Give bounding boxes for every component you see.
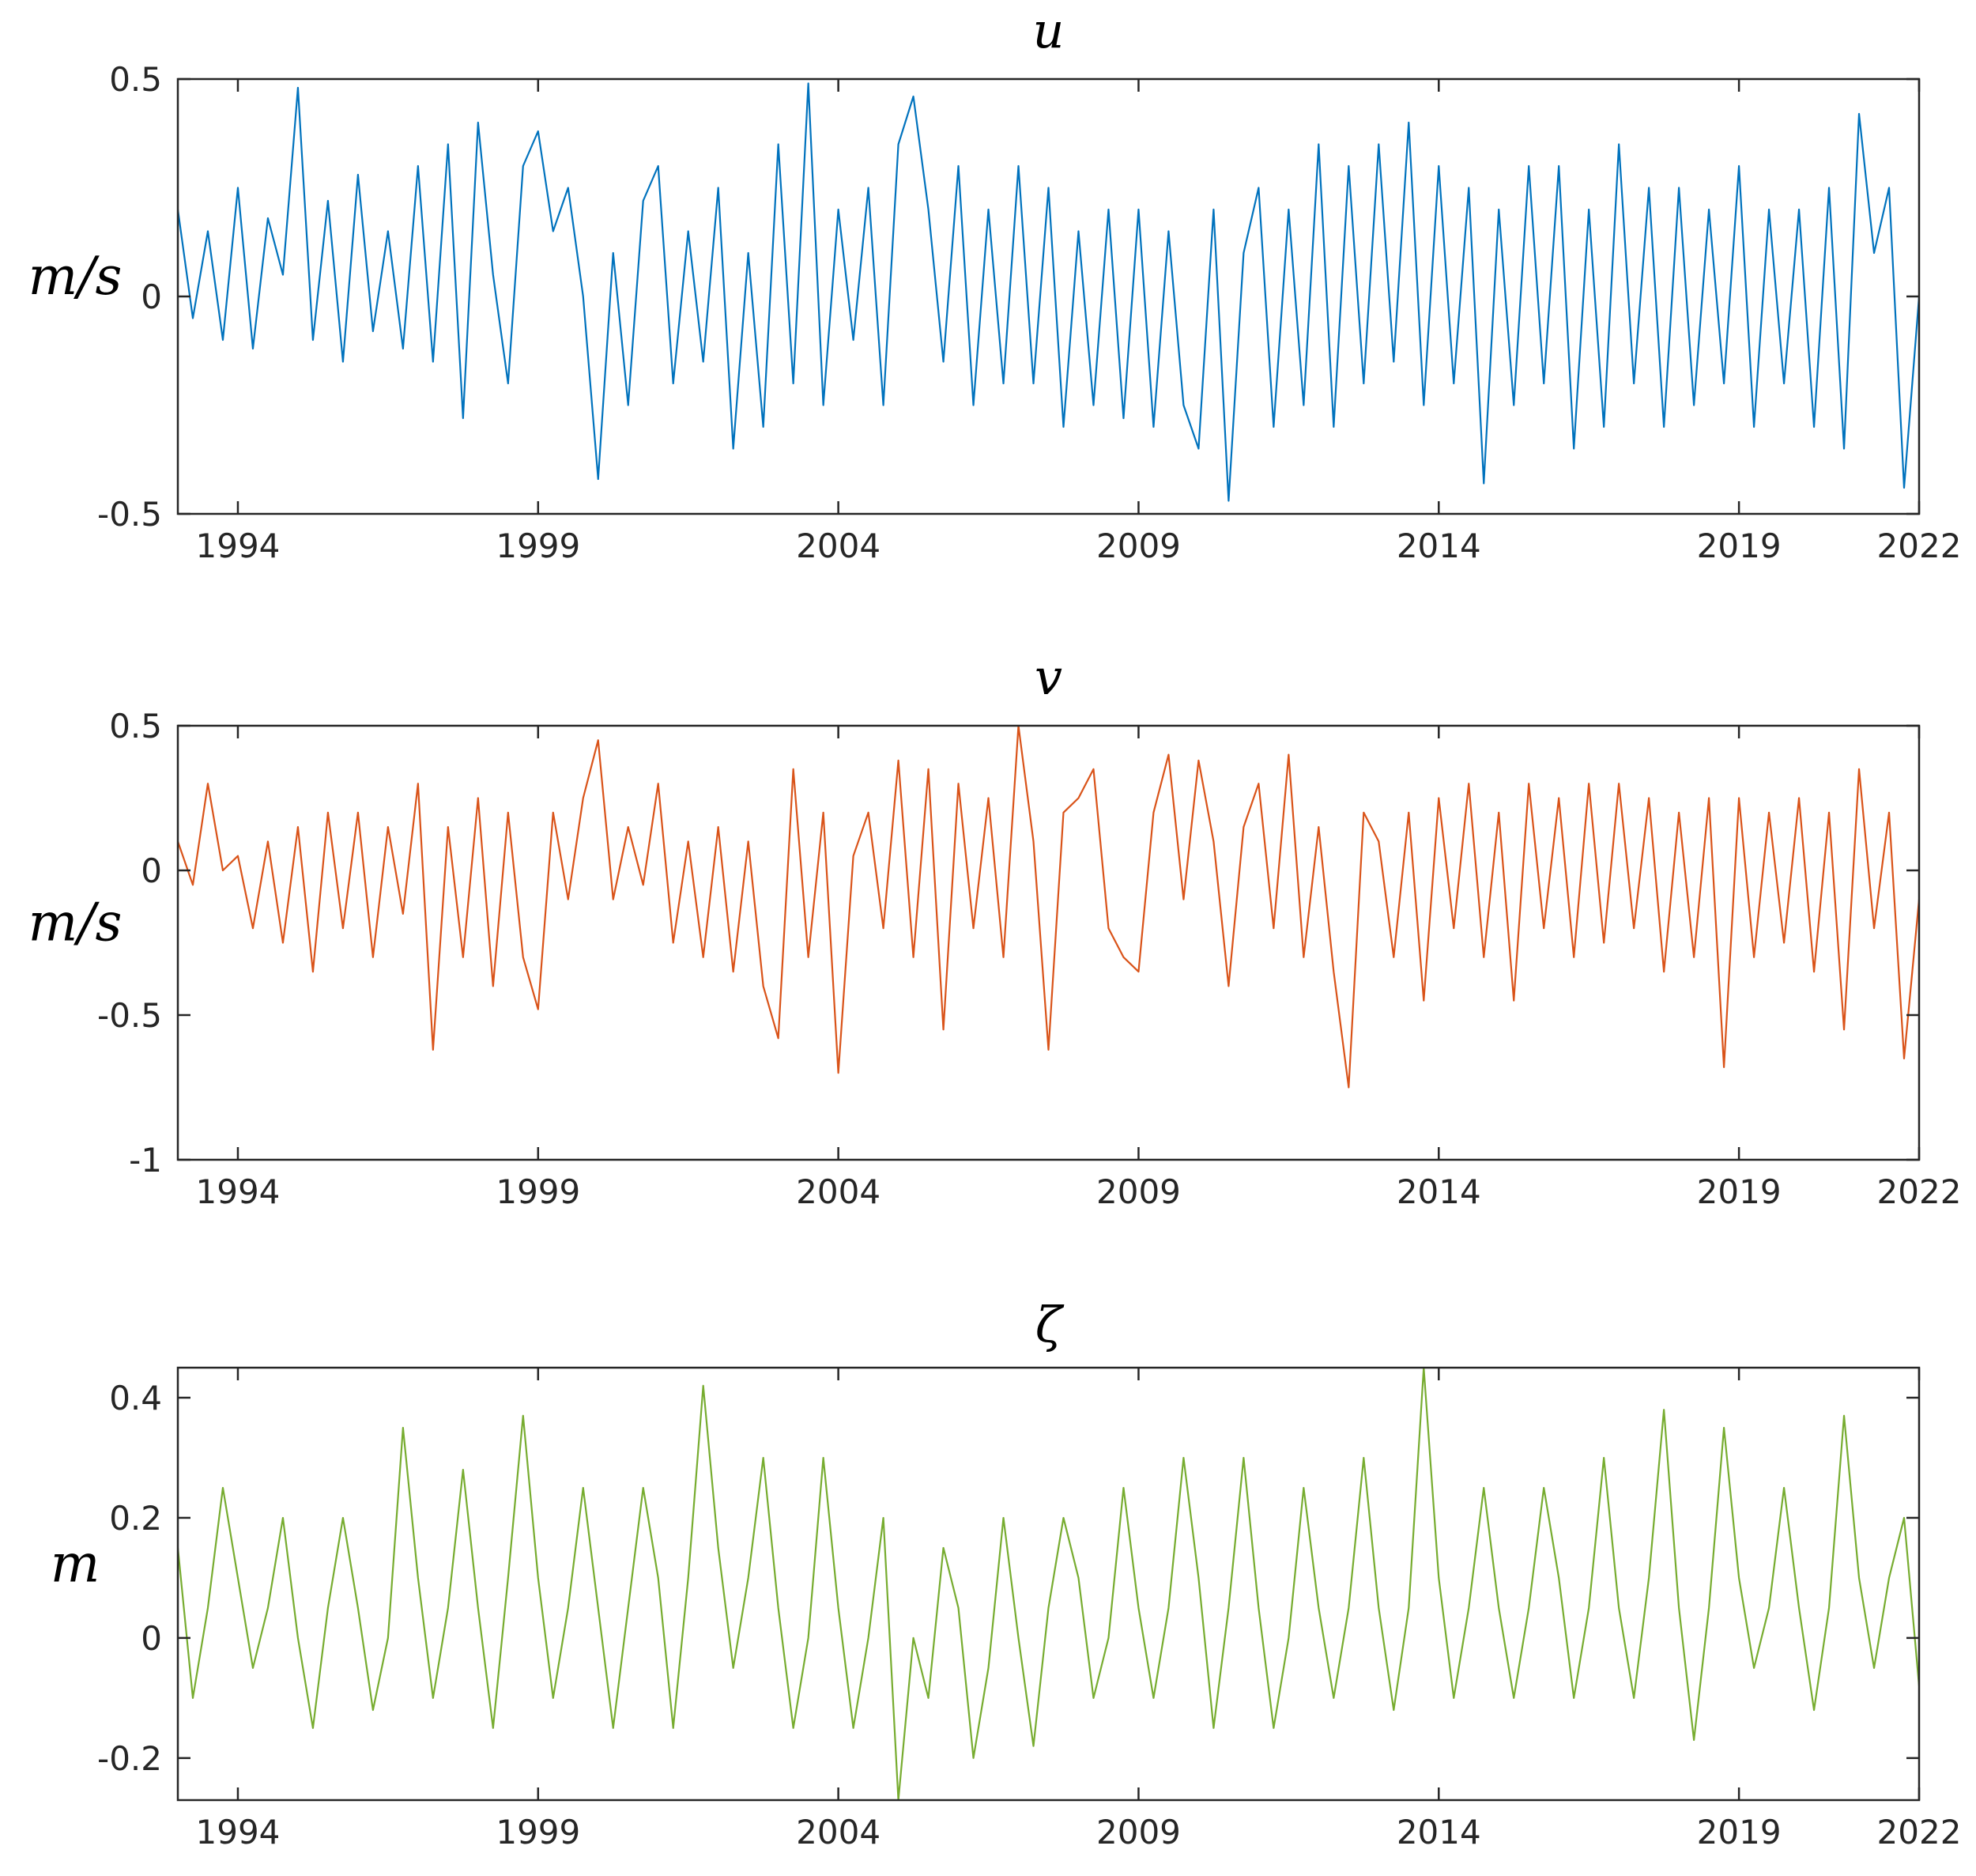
y-tick-label: -0.5 xyxy=(97,495,162,534)
plot-area xyxy=(178,82,1919,502)
axes-box xyxy=(176,724,1921,1161)
x-tick-label: 2022 xyxy=(1877,1813,1962,1851)
data-line xyxy=(178,1368,1919,1800)
x-tick-label: 2004 xyxy=(796,527,881,565)
y-tick-label: 0.4 xyxy=(109,1379,162,1417)
x-tick-label: 2004 xyxy=(796,1813,881,1851)
y-tick-label: 0 xyxy=(141,851,162,890)
x-tick-label: 1994 xyxy=(196,1813,281,1851)
x-tick-label: 1994 xyxy=(196,1172,281,1211)
panel-title: u xyxy=(1033,2,1065,59)
y-tick-label: 0 xyxy=(141,1619,162,1658)
y-tick-label: 0.5 xyxy=(109,707,162,745)
x-tick-label: 2022 xyxy=(1877,1172,1962,1211)
y-tick-label: 0.5 xyxy=(109,60,162,99)
x-tick-label: 1999 xyxy=(496,1813,580,1851)
data-line xyxy=(178,82,1919,502)
x-tick-label: 1999 xyxy=(496,527,580,565)
y-tick-label: -0.5 xyxy=(97,996,162,1035)
panel: u m/s 1994 1999 2004 2009 2014 2019 2022 -0.5 0 0.5 xyxy=(28,2,1962,565)
x-tick-label: 2019 xyxy=(1697,527,1782,565)
x-tick-label: 2014 xyxy=(1397,527,1481,565)
y-tick-label: 0.2 xyxy=(109,1499,162,1538)
x-tick-label: 2022 xyxy=(1877,527,1962,565)
y-tick-label: -1 xyxy=(129,1141,162,1180)
panel-title: ζ xyxy=(1035,1296,1065,1353)
axes-box xyxy=(176,1366,1921,1802)
x-tick-label: 1994 xyxy=(196,527,281,565)
y-axis-label: m/s xyxy=(28,893,123,953)
x-tick-label: 2019 xyxy=(1697,1172,1782,1211)
x-tick-label: 2014 xyxy=(1397,1813,1481,1851)
plot-area xyxy=(178,726,1919,1089)
y-axis-label: m xyxy=(51,1534,100,1595)
y-axis-label: m/s xyxy=(28,246,123,307)
axes-box xyxy=(176,77,1921,515)
plot-area xyxy=(178,1368,1919,1800)
y-tick-label: 0 xyxy=(141,277,162,316)
x-tick-label: 2014 xyxy=(1397,1172,1481,1211)
x-tick-label: 2004 xyxy=(796,1172,881,1211)
panel: ζ m 1994 1999 2004 2009 2014 2019 2022 -0.2 0 0.2 0.… xyxy=(51,1296,1962,1851)
x-tick-label: 2009 xyxy=(1096,1813,1181,1851)
x-tick-label: 1999 xyxy=(496,1172,580,1211)
panel-title: v xyxy=(1035,648,1062,706)
x-tick-label: 2009 xyxy=(1096,527,1181,565)
y-tick-label: -0.2 xyxy=(97,1739,162,1778)
x-tick-label: 2019 xyxy=(1697,1813,1782,1851)
data-line xyxy=(178,726,1919,1089)
x-tick-label: 2009 xyxy=(1096,1172,1181,1211)
panel: v m/s 1994 1999 2004 2009 2014 2019 2022 -1 -0.5 0 0… xyxy=(28,648,1962,1211)
